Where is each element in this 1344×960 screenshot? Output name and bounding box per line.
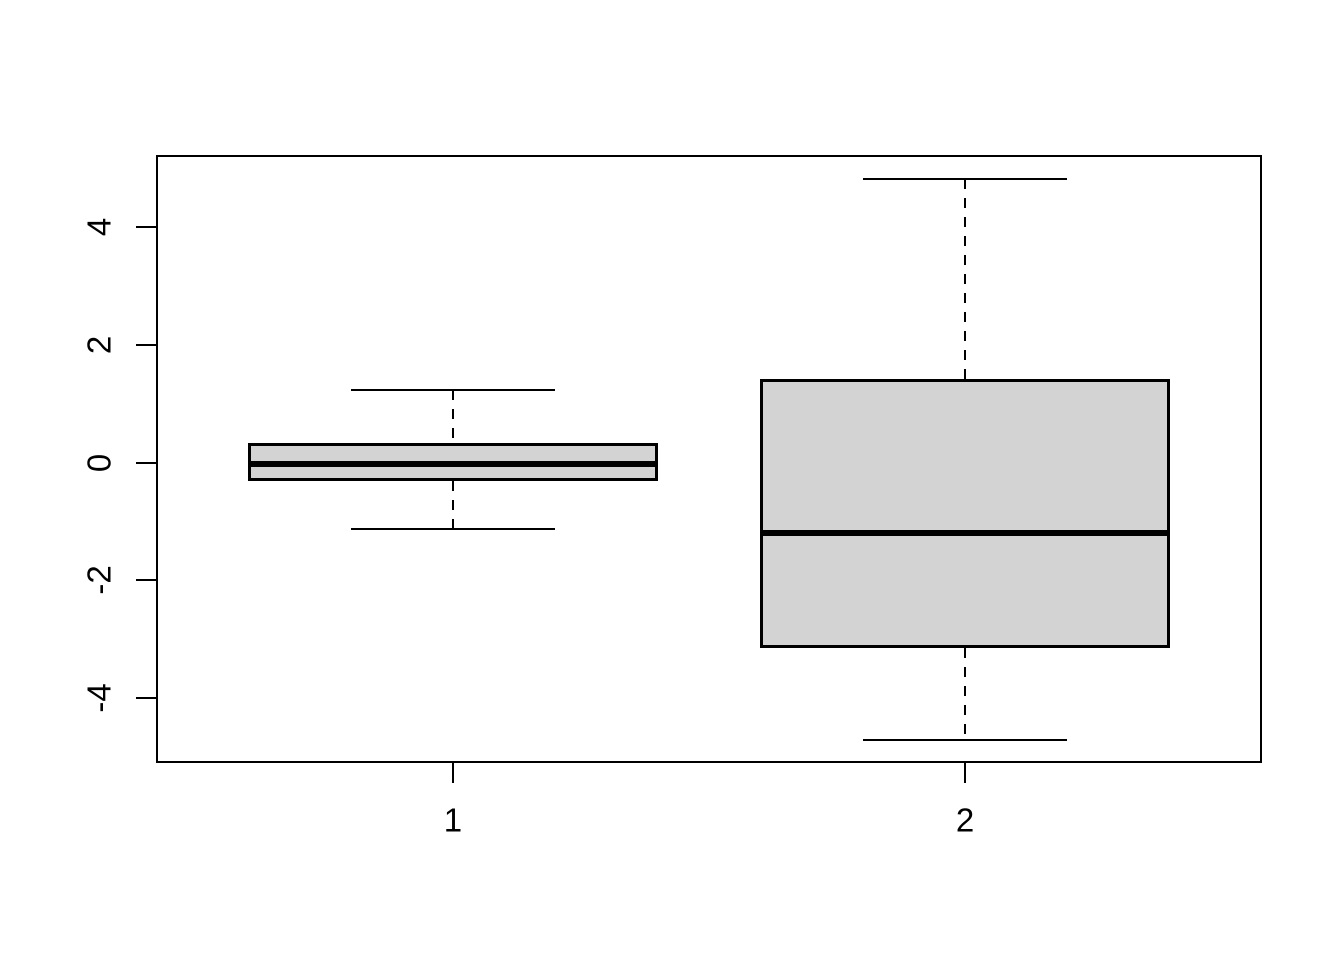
lower-whisker-line xyxy=(451,480,454,530)
x-tick-label: 1 xyxy=(443,801,463,839)
y-tick-mark xyxy=(136,697,156,700)
upper-whisker-line xyxy=(451,390,454,444)
y-tick-label: -2 xyxy=(80,565,118,596)
y-tick-label: -4 xyxy=(80,683,118,713)
lower-whisker-cap xyxy=(862,739,1068,742)
y-tick-label: 2 xyxy=(80,335,118,354)
y-tick-mark xyxy=(136,225,156,228)
x-tick-label: 2 xyxy=(955,801,975,839)
y-tick-label: 4 xyxy=(80,217,118,237)
median-line xyxy=(248,460,658,467)
x-tick-mark xyxy=(964,763,967,783)
y-tick-label: 0 xyxy=(80,453,118,472)
iqr-box xyxy=(760,379,1170,649)
median-line xyxy=(760,530,1170,537)
y-tick-mark xyxy=(136,579,156,582)
lower-whisker-cap xyxy=(350,528,556,531)
upper-whisker-cap xyxy=(350,389,556,392)
y-tick-mark xyxy=(136,461,156,464)
x-tick-mark xyxy=(451,763,454,783)
upper-whisker-line xyxy=(964,179,967,380)
lower-whisker-line xyxy=(964,648,967,741)
y-tick-mark xyxy=(136,343,156,346)
upper-whisker-cap xyxy=(862,178,1068,181)
